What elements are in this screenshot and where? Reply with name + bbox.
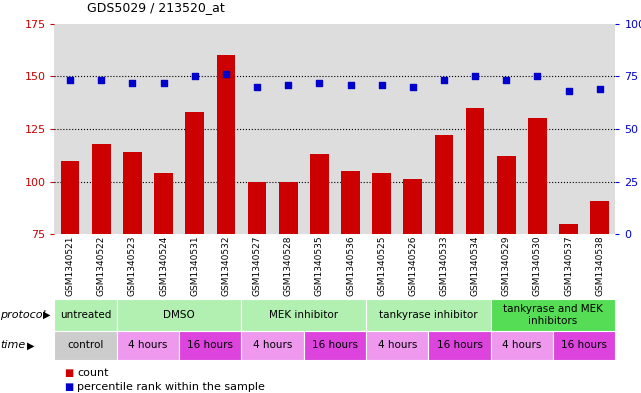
Point <box>190 73 200 79</box>
Text: 16 hours: 16 hours <box>187 340 233 351</box>
Bar <box>123 152 142 392</box>
Point <box>96 77 106 84</box>
Point <box>439 77 449 84</box>
Text: 4 hours: 4 hours <box>253 340 292 351</box>
Bar <box>372 173 391 392</box>
Bar <box>61 160 79 392</box>
Text: 4 hours: 4 hours <box>378 340 417 351</box>
Text: tankyrase and MEK
inhibitors: tankyrase and MEK inhibitors <box>503 305 603 326</box>
FancyBboxPatch shape <box>366 331 428 360</box>
Bar <box>435 135 453 392</box>
Point <box>345 81 356 88</box>
Bar <box>217 55 235 392</box>
Point <box>283 81 294 88</box>
Bar <box>403 180 422 392</box>
Text: untreated: untreated <box>60 310 112 320</box>
FancyBboxPatch shape <box>242 331 304 360</box>
FancyBboxPatch shape <box>491 331 553 360</box>
Text: MEK inhibitor: MEK inhibitor <box>269 310 338 320</box>
Text: time: time <box>0 340 25 351</box>
FancyBboxPatch shape <box>117 299 242 331</box>
Bar <box>466 108 485 392</box>
Text: 16 hours: 16 hours <box>312 340 358 351</box>
Text: 16 hours: 16 hours <box>437 340 483 351</box>
FancyBboxPatch shape <box>428 331 491 360</box>
Text: count: count <box>77 368 108 378</box>
Point <box>314 79 324 86</box>
Bar <box>185 112 204 392</box>
Bar <box>559 224 578 392</box>
Point <box>221 71 231 77</box>
Text: GDS5029 / 213520_at: GDS5029 / 213520_at <box>87 1 224 14</box>
FancyBboxPatch shape <box>553 331 615 360</box>
FancyBboxPatch shape <box>179 331 242 360</box>
Bar <box>341 171 360 392</box>
Bar <box>279 182 297 392</box>
Text: ■: ■ <box>64 368 73 378</box>
Point <box>470 73 480 79</box>
FancyBboxPatch shape <box>304 331 366 360</box>
Point <box>532 73 542 79</box>
Bar <box>92 144 111 392</box>
Point <box>158 79 169 86</box>
Text: percentile rank within the sample: percentile rank within the sample <box>77 382 265 392</box>
Bar <box>310 154 329 392</box>
Point <box>128 79 138 86</box>
Text: ■: ■ <box>64 382 73 392</box>
Bar <box>528 118 547 392</box>
Bar <box>497 156 515 392</box>
Text: ▶: ▶ <box>27 340 35 351</box>
Text: control: control <box>67 340 104 351</box>
Point <box>563 88 574 94</box>
Bar <box>590 200 609 392</box>
Text: protocol: protocol <box>0 310 46 320</box>
Text: 16 hours: 16 hours <box>562 340 607 351</box>
FancyBboxPatch shape <box>54 299 117 331</box>
Text: 4 hours: 4 hours <box>502 340 542 351</box>
Text: tankyrase inhibitor: tankyrase inhibitor <box>379 310 478 320</box>
Bar <box>154 173 173 392</box>
FancyBboxPatch shape <box>117 331 179 360</box>
Point <box>501 77 512 84</box>
Text: ▶: ▶ <box>43 310 51 320</box>
FancyBboxPatch shape <box>366 299 491 331</box>
Text: DMSO: DMSO <box>163 310 195 320</box>
FancyBboxPatch shape <box>491 299 615 331</box>
Bar <box>247 182 267 392</box>
FancyBboxPatch shape <box>242 299 366 331</box>
Point <box>65 77 75 84</box>
Point <box>252 84 262 90</box>
Point <box>595 86 605 92</box>
FancyBboxPatch shape <box>54 331 117 360</box>
Point <box>376 81 387 88</box>
Text: 4 hours: 4 hours <box>128 340 168 351</box>
Point <box>408 84 418 90</box>
